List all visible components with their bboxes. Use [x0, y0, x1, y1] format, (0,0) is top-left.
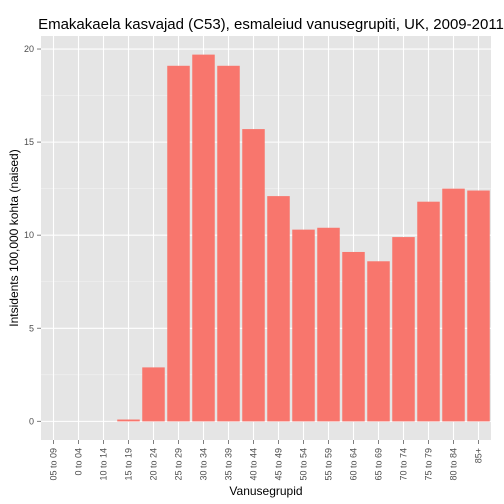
x-tick-label: 05 to 09 [49, 448, 59, 481]
y-tick-label: 0 [29, 416, 34, 426]
y-tick-label: 20 [24, 44, 34, 54]
x-tick-label: 85+ [474, 448, 484, 463]
x-tick-label: 25 to 29 [174, 448, 184, 481]
x-tick-label: 75 to 79 [424, 448, 434, 481]
y-tick-label: 15 [24, 137, 34, 147]
chart-title: Emakakaela kasvajad (C53), esmaleiud van… [38, 16, 504, 33]
y-tick-label: 10 [24, 230, 34, 240]
x-tick-label: 50 to 54 [299, 448, 309, 481]
x-tick-label: 30 to 34 [199, 448, 209, 481]
bars [117, 54, 490, 422]
x-axis-title: Vanusegrupid [229, 484, 302, 498]
bar-50-to-54 [292, 229, 315, 422]
bar-30-to-34 [192, 54, 215, 422]
y-tick-label: 5 [29, 323, 34, 333]
bar-60-to-64 [342, 251, 365, 422]
bar-35-to-39 [217, 65, 240, 422]
bar-85- [467, 190, 490, 422]
x-tick-label: 20 to 24 [149, 448, 159, 481]
x-axis: 05 to 09 0 to 04 10 to 14 15 to 19 20 to 24 2… [49, 440, 484, 481]
bar-20-to-24 [142, 367, 165, 422]
bar-45-to-49 [267, 196, 290, 422]
x-tick-label: 60 to 64 [349, 448, 359, 481]
bar-75-to-79 [417, 201, 440, 422]
x-tick-label: 35 to 39 [224, 448, 234, 481]
bar-55-to-59 [317, 227, 340, 422]
bar-80-to-84 [442, 188, 465, 422]
x-tick-label: 0 to 04 [74, 448, 84, 476]
bar-70-to-74 [392, 237, 415, 422]
y-axis: 0 5 10 15 20 [24, 44, 41, 426]
x-tick-label: 40 to 44 [249, 448, 259, 481]
bar-25-to-29 [167, 65, 190, 422]
x-tick-label: 55 to 59 [324, 448, 334, 481]
y-axis-title: Intsidents 100,000 kohta (naised) [7, 149, 21, 326]
x-tick-label: 45 to 49 [274, 448, 284, 481]
x-tick-label: 15 to 19 [124, 448, 134, 481]
bar-65-to-69 [367, 261, 390, 422]
x-tick-label: 80 to 84 [449, 448, 459, 481]
plot-panel [41, 36, 491, 440]
bar-40-to-44 [242, 129, 265, 422]
x-tick-label: 65 to 69 [374, 448, 384, 481]
x-tick-label: 10 to 14 [99, 448, 109, 481]
x-tick-label: 70 to 74 [399, 448, 409, 481]
bar-15-to-19 [117, 419, 140, 422]
